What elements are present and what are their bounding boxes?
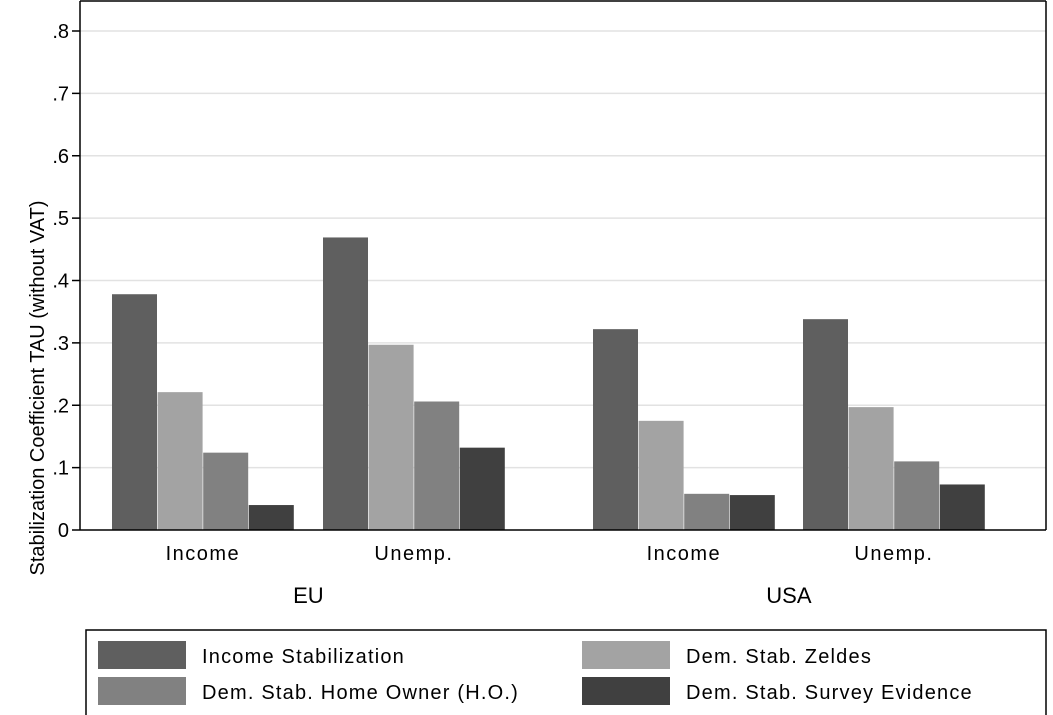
bar-3: [203, 452, 249, 530]
y-tick-label: .4: [52, 271, 69, 293]
bar-2: [638, 420, 684, 530]
y-tick-label: .5: [52, 208, 69, 230]
y-axis-label: Stabilization Coefficient TAU (without V…: [27, 201, 49, 576]
bar-2: [848, 407, 894, 530]
bar-4: [459, 447, 505, 530]
category-labels: Income Unemp. Income Unemp.: [166, 543, 933, 565]
y-tick-label: .2: [52, 395, 69, 417]
group-label: USA: [766, 583, 812, 608]
bar-4: [939, 484, 985, 530]
legend-swatch: [582, 641, 670, 669]
category-label: Unemp.: [374, 543, 453, 565]
bar-4: [248, 505, 294, 530]
group-labels: EU USA: [293, 583, 812, 608]
category-label: Unemp.: [854, 543, 933, 565]
y-tick-label: .7: [52, 83, 69, 105]
legend-label: Dem. Stab. Survey Evidence: [686, 682, 973, 704]
bar-2: [157, 392, 203, 530]
y-axis-ticks: 0 .1 .2 .3 .4 .5 .6 .7 .8: [52, 21, 80, 542]
bars: [112, 237, 985, 530]
legend-label: Dem. Stab. Home Owner (H.O.): [202, 682, 519, 704]
y-tick-label: .8: [52, 21, 69, 43]
category-label: Income: [166, 543, 241, 565]
y-tick-label: .1: [52, 458, 69, 480]
bar-1: [112, 294, 157, 530]
bar-3: [414, 401, 460, 530]
bar-1: [323, 237, 368, 530]
legend-swatch: [582, 677, 670, 705]
legend-swatch: [98, 677, 186, 705]
gridlines: [80, 30, 1046, 469]
bar-3: [684, 493, 730, 530]
category-label: Income: [647, 543, 722, 565]
legend-label: Income Stabilization: [202, 646, 405, 668]
bar-3: [894, 461, 940, 530]
y-tick-label: 0: [58, 520, 69, 542]
legend-label: Dem. Stab. Zeldes: [686, 646, 872, 668]
bar-1: [593, 329, 638, 530]
y-tick-label: .3: [52, 333, 69, 355]
bar-1: [803, 319, 848, 530]
group-label: EU: [293, 583, 324, 608]
legend-box: [85, 629, 1047, 715]
bar-4: [729, 495, 775, 530]
bar-2: [368, 344, 414, 530]
y-tick-label: .6: [52, 146, 69, 168]
legend: Income Stabilization Dem. Stab. Zeldes Dem…: [85, 629, 1047, 715]
legend-swatch: [98, 641, 186, 669]
